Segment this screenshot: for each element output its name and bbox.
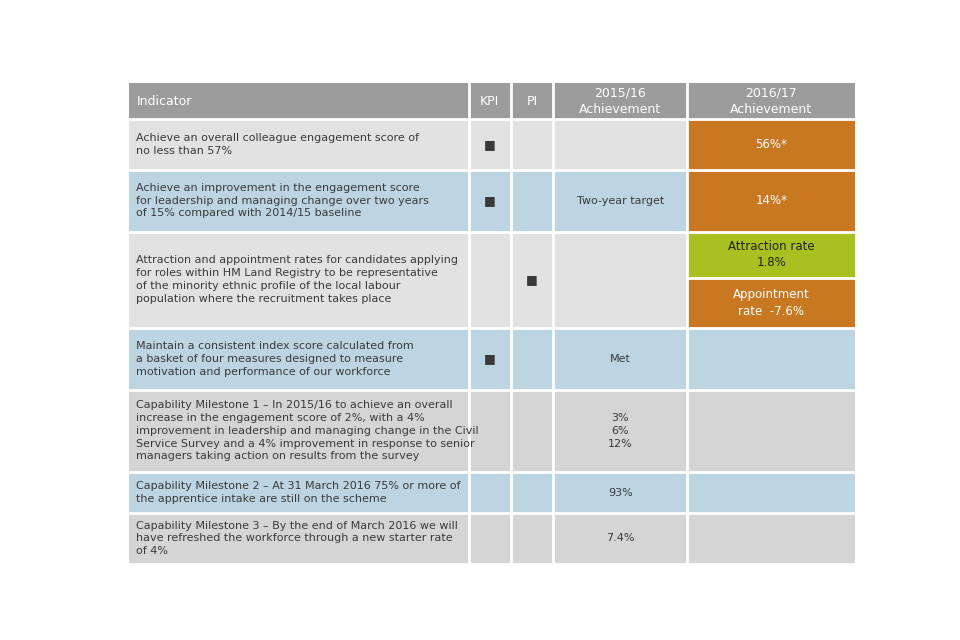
Text: Achieve an overall colleague engagement score of
no less than 57%: Achieve an overall colleague engagement …: [136, 133, 420, 156]
Bar: [511, 119, 553, 170]
Bar: [129, 513, 468, 564]
Text: ■: ■: [484, 352, 495, 365]
Bar: [129, 170, 468, 232]
Text: 3%
6%
12%: 3% 6% 12%: [608, 413, 633, 449]
Bar: [468, 328, 511, 390]
Bar: [553, 472, 687, 513]
Bar: [468, 513, 511, 564]
Text: Attraction rate
1.8%: Attraction rate 1.8%: [728, 240, 814, 269]
Bar: [553, 328, 687, 390]
Text: 93%: 93%: [608, 488, 633, 498]
Bar: [553, 83, 687, 119]
Text: PI: PI: [526, 95, 538, 108]
Bar: [468, 472, 511, 513]
Text: ■: ■: [484, 194, 495, 207]
Bar: [511, 472, 553, 513]
Bar: [687, 232, 855, 278]
Text: KPI: KPI: [480, 95, 499, 108]
Bar: [553, 119, 687, 170]
Bar: [687, 278, 855, 328]
Bar: [687, 472, 855, 513]
Text: Two-year target: Two-year target: [577, 196, 663, 205]
Text: Capability Milestone 3 – By the end of March 2016 we will
have refreshed the wor: Capability Milestone 3 – By the end of M…: [136, 521, 458, 556]
Text: 2016/17
Achievement: 2016/17 Achievement: [731, 86, 812, 116]
Text: Attraction and appointment rates for candidates applying
for roles within HM Lan: Attraction and appointment rates for can…: [136, 255, 458, 304]
Bar: [129, 328, 468, 390]
Bar: [553, 390, 687, 472]
Text: Capability Milestone 2 – At 31 March 2016 75% or more of
the apprentice intake a: Capability Milestone 2 – At 31 March 201…: [136, 481, 461, 504]
Bar: [468, 390, 511, 472]
Text: 2015/16
Achievement: 2015/16 Achievement: [579, 86, 661, 116]
Bar: [687, 513, 855, 564]
Bar: [129, 472, 468, 513]
Bar: [129, 232, 468, 328]
Text: Indicator: Indicator: [136, 95, 192, 108]
Text: 14%*: 14%*: [756, 194, 787, 207]
Bar: [468, 170, 511, 232]
Bar: [468, 119, 511, 170]
Bar: [687, 328, 855, 390]
Bar: [687, 119, 855, 170]
Text: Met: Met: [610, 354, 631, 364]
Bar: [511, 232, 553, 328]
Text: Maintain a consistent index score calculated from
a basket of four measures desi: Maintain a consistent index score calcul…: [136, 341, 414, 376]
Bar: [687, 83, 855, 119]
Bar: [687, 390, 855, 472]
Bar: [129, 390, 468, 472]
Text: ■: ■: [484, 138, 495, 151]
Bar: [553, 513, 687, 564]
Text: Appointment
rate  -7.6%: Appointment rate -7.6%: [732, 288, 809, 317]
Bar: [468, 232, 511, 328]
Bar: [129, 83, 468, 119]
Text: ■: ■: [526, 273, 538, 286]
Bar: [468, 83, 511, 119]
Bar: [553, 170, 687, 232]
Text: 7.4%: 7.4%: [606, 534, 635, 543]
Text: Capability Milestone 1 – In 2015/16 to achieve an overall
increase in the engage: Capability Milestone 1 – In 2015/16 to a…: [136, 400, 479, 461]
Bar: [511, 513, 553, 564]
Text: 56%*: 56%*: [756, 138, 787, 151]
Bar: [687, 170, 855, 232]
Text: Achieve an improvement in the engagement score
for leadership and managing chang: Achieve an improvement in the engagement…: [136, 183, 429, 218]
Bar: [511, 170, 553, 232]
Bar: [553, 232, 687, 328]
Bar: [511, 390, 553, 472]
Bar: [129, 119, 468, 170]
Bar: [511, 328, 553, 390]
Bar: [511, 83, 553, 119]
